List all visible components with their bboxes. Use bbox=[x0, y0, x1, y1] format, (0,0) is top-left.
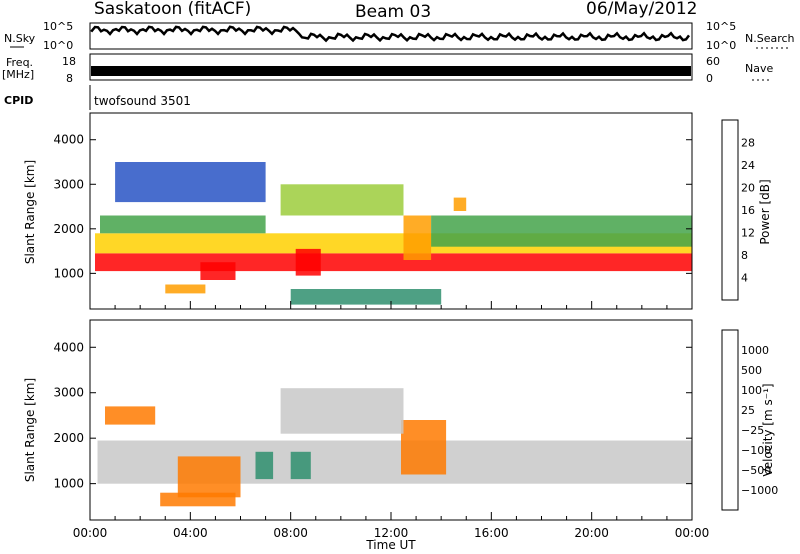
nave-label: Nave bbox=[745, 62, 773, 75]
nave-tick-top: 60 bbox=[706, 55, 720, 68]
velocity-ytick-label-3: 4000 bbox=[53, 340, 84, 354]
velocity-region-2 bbox=[255, 451, 274, 480]
velocity-colorbar-tick-6: −500 bbox=[741, 464, 771, 477]
velocity-colorbar-tick-3: 25 bbox=[741, 404, 755, 417]
power-colorbar-tick-0: 28 bbox=[741, 137, 755, 150]
nsearch-tick-top: 10^5 bbox=[706, 20, 736, 33]
velocity-xtick-label-4: 16:00 bbox=[474, 526, 509, 540]
velocity-region-6 bbox=[290, 451, 311, 480]
velocity-region-5 bbox=[280, 388, 404, 434]
nave-tick-bottom: 0 bbox=[706, 72, 713, 85]
power-region-2 bbox=[100, 215, 266, 234]
velocity-region-3 bbox=[401, 420, 447, 475]
power-ylabel: Slant Range [km] bbox=[23, 160, 37, 264]
power-region-9 bbox=[453, 197, 467, 211]
velocity-xtick-label-5: 20:00 bbox=[574, 526, 609, 540]
velocity-colorbar-label: Velocity [m s⁻¹] bbox=[761, 383, 775, 476]
velocity-ylabel: Slant Range [km] bbox=[23, 378, 37, 482]
nsearch-tick-bottom: 10^0 bbox=[706, 39, 736, 52]
velocity-xtick-label-0: 00:00 bbox=[73, 526, 108, 540]
nsky-tick-bottom: 10^0 bbox=[43, 39, 73, 52]
velocity-region-4 bbox=[105, 406, 156, 425]
cpid-label: CPID bbox=[4, 94, 33, 107]
nsky-panel bbox=[89, 22, 693, 50]
power-ytick-label-2: 3000 bbox=[53, 177, 84, 191]
freq-trace bbox=[91, 66, 691, 76]
power-region-6 bbox=[280, 184, 404, 216]
velocity-colorbar-tick-7: −1000 bbox=[741, 484, 778, 497]
station-title: Saskatoon (fitACF) bbox=[94, 0, 251, 19]
power-colorbar-tick-2: 20 bbox=[741, 182, 755, 195]
velocity-colorbar-frame bbox=[721, 329, 739, 511]
power-colorbar-tick-3: 16 bbox=[741, 204, 755, 217]
velocity-panel: 1000 2000 3000 4000 00:00 04:00 08:00 12:00 16:0… bbox=[53, 319, 778, 540]
velocity-colorbar-tick-5: −100 bbox=[741, 444, 771, 457]
nsky-label: N.Sky bbox=[4, 32, 36, 45]
velocity-xtick-label-2: 08:00 bbox=[273, 526, 308, 540]
power-ytick-label-3: 4000 bbox=[53, 133, 84, 147]
velocity-ytick-label-0: 1000 bbox=[53, 477, 84, 491]
power-region-11 bbox=[115, 162, 266, 203]
velocity-xtick-label-6: 00:00 bbox=[675, 526, 710, 540]
power-region-3 bbox=[200, 262, 236, 280]
power-colorbar-tick-5: 8 bbox=[741, 249, 748, 262]
freq-unit: [MHz] bbox=[2, 68, 34, 81]
power-region-8 bbox=[431, 215, 692, 247]
velocity-colorbar-tick-4: −25 bbox=[741, 424, 764, 437]
velocity-colorbar-tick-0: 1000 bbox=[741, 344, 769, 357]
power-region-4 bbox=[295, 248, 321, 276]
nsky-trace bbox=[90, 25, 690, 43]
velocity-ytick-label-1: 2000 bbox=[53, 431, 84, 445]
nsky-tick-top: 10^5 bbox=[43, 20, 73, 33]
power-ytick-label-1: 2000 bbox=[53, 222, 84, 236]
power-colorbar-tick-1: 24 bbox=[741, 159, 755, 172]
velocity-xtick-label-3: 12:00 bbox=[374, 526, 409, 540]
freq-panel bbox=[89, 53, 693, 81]
power-colorbar-tick-6: 4 bbox=[741, 272, 748, 285]
power-ytick-label-0: 1000 bbox=[53, 266, 84, 280]
power-colorbar-tick-4: 12 bbox=[741, 227, 755, 240]
x-axis-label: Time UT bbox=[365, 538, 416, 552]
nsearch-label: N.Search bbox=[745, 32, 795, 45]
power-region-10 bbox=[290, 289, 442, 305]
power-region-7 bbox=[403, 215, 432, 260]
freq-label: Freq. bbox=[6, 56, 33, 69]
freq-tick-top: 18 bbox=[62, 55, 76, 68]
velocity-region-7 bbox=[160, 492, 236, 507]
power-region-0 bbox=[95, 253, 692, 272]
velocity-region-1 bbox=[177, 456, 241, 498]
velocity-xtick-label-1: 04:00 bbox=[173, 526, 208, 540]
power-colorbar-label: Power [dB] bbox=[758, 179, 772, 244]
velocity-ytick-label-2: 3000 bbox=[53, 386, 84, 400]
cpid-text: twofsound 3501 bbox=[94, 94, 191, 108]
date-title: 06/May/2012 bbox=[586, 0, 698, 19]
beam-title: Beam 03 bbox=[355, 2, 431, 22]
power-region-5 bbox=[165, 284, 206, 294]
velocity-colorbar-tick-1: 500 bbox=[741, 364, 762, 377]
power-colorbar-frame bbox=[721, 119, 739, 301]
velocity-colorbar-tick-2: 100 bbox=[741, 384, 762, 397]
freq-tick-bottom: 8 bbox=[66, 72, 73, 85]
power-panel: 1000 2000 3000 4000 28 24 20 16 12 8 4 bbox=[53, 112, 755, 310]
nsky-trace-line bbox=[90, 25, 690, 43]
